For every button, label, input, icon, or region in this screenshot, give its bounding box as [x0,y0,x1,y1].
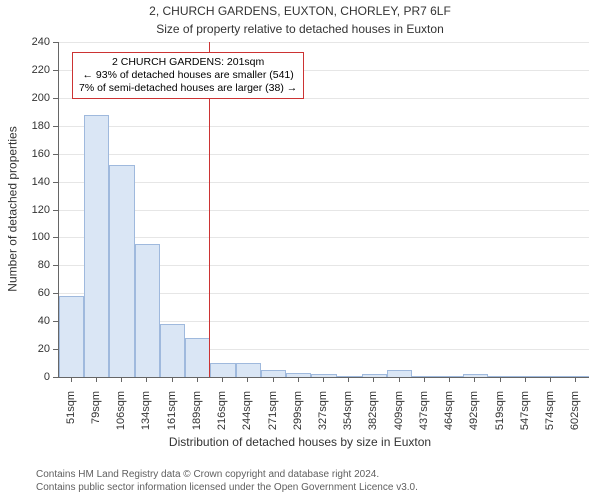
y-tick [53,293,58,294]
x-tick-label: 189sqm [191,391,203,451]
histogram-bar [59,296,84,377]
x-tick [273,377,274,382]
x-tick [298,377,299,382]
y-tick-label: 160 [20,148,50,160]
x-tick-label: 574sqm [544,391,556,451]
x-tick-label: 299sqm [292,391,304,451]
y-tick [53,349,58,350]
y-tick-label: 100 [20,231,50,243]
y-tick [53,182,58,183]
y-tick-label: 180 [20,120,50,132]
y-tick-label: 0 [20,371,50,383]
grid-line [59,42,589,43]
histogram-bar [135,244,160,377]
histogram-bar [261,370,286,377]
y-tick [53,98,58,99]
x-tick-label: 409sqm [393,391,405,451]
y-tick-label: 200 [20,92,50,104]
histogram-bar [185,338,210,377]
x-tick [449,377,450,382]
x-tick-label: 547sqm [519,391,531,451]
histogram-bar [286,373,311,377]
grid-line [59,154,589,155]
x-tick [373,377,374,382]
chart-title-line1: 2, CHURCH GARDENS, EUXTON, CHORLEY, PR7 … [0,4,600,18]
y-tick-label: 220 [20,64,50,76]
footer-line: Contains public sector information licen… [36,481,418,494]
histogram-bar [160,324,185,377]
y-tick-label: 120 [20,204,50,216]
y-axis-label: Number of detached properties [5,41,19,376]
x-tick [500,377,501,382]
y-tick-label: 240 [20,36,50,48]
x-tick [172,377,173,382]
histogram-bar [210,363,235,377]
y-tick [53,154,58,155]
chart-title-line2: Size of property relative to detached ho… [0,22,600,36]
x-tick [323,377,324,382]
x-tick-label: 437sqm [418,391,430,451]
y-tick-label: 80 [20,259,50,271]
y-tick [53,321,58,322]
grid-line [59,237,589,238]
y-tick [53,377,58,378]
footer-line: Contains HM Land Registry data © Crown c… [36,468,418,481]
annotation-line: 2 CHURCH GARDENS: 201sqm [79,56,297,69]
x-tick [575,377,576,382]
x-tick-label: 216sqm [216,391,228,451]
x-tick-label: 244sqm [241,391,253,451]
x-tick [146,377,147,382]
y-tick [53,237,58,238]
y-tick [53,126,58,127]
y-tick-label: 140 [20,176,50,188]
y-tick [53,265,58,266]
x-tick [96,377,97,382]
y-tick [53,70,58,71]
y-tick-label: 20 [20,343,50,355]
x-tick [197,377,198,382]
x-tick-label: 51sqm [65,391,77,451]
x-tick-label: 161sqm [166,391,178,451]
x-tick-label: 271sqm [267,391,279,451]
x-tick [222,377,223,382]
grid-line [59,126,589,127]
x-tick [474,377,475,382]
histogram-bar [513,376,538,377]
x-tick [71,377,72,382]
x-tick-label: 327sqm [317,391,329,451]
y-tick [53,210,58,211]
grid-line [59,210,589,211]
x-tick [525,377,526,382]
x-tick [399,377,400,382]
x-tick [348,377,349,382]
x-tick [424,377,425,382]
annotation-box: 2 CHURCH GARDENS: 201sqm ← 93% of detach… [72,52,304,99]
x-tick-label: 354sqm [342,391,354,451]
x-tick-label: 382sqm [367,391,379,451]
histogram-bar [387,370,412,377]
footer-attribution: Contains HM Land Registry data © Crown c… [36,468,418,494]
grid-line [59,182,589,183]
x-tick-label: 602sqm [569,391,581,451]
histogram-bar [236,363,261,377]
histogram-bar [84,115,109,377]
y-tick [53,42,58,43]
x-tick-label: 79sqm [90,391,102,451]
x-tick [121,377,122,382]
histogram-bar [488,376,513,377]
x-tick-label: 464sqm [443,391,455,451]
x-tick-label: 106sqm [115,391,127,451]
x-tick-label: 134sqm [140,391,152,451]
y-tick-label: 60 [20,287,50,299]
histogram-bar [412,376,437,377]
y-tick-label: 40 [20,315,50,327]
annotation-line: ← 93% of detached houses are smaller (54… [79,69,297,82]
x-tick [247,377,248,382]
x-tick-label: 519sqm [494,391,506,451]
x-tick-label: 492sqm [468,391,480,451]
histogram-bar [109,165,134,377]
x-tick [550,377,551,382]
chart-container: { "chart": { "type": "histogram", "title… [0,0,600,500]
annotation-line: 7% of semi-detached houses are larger (3… [79,82,297,95]
